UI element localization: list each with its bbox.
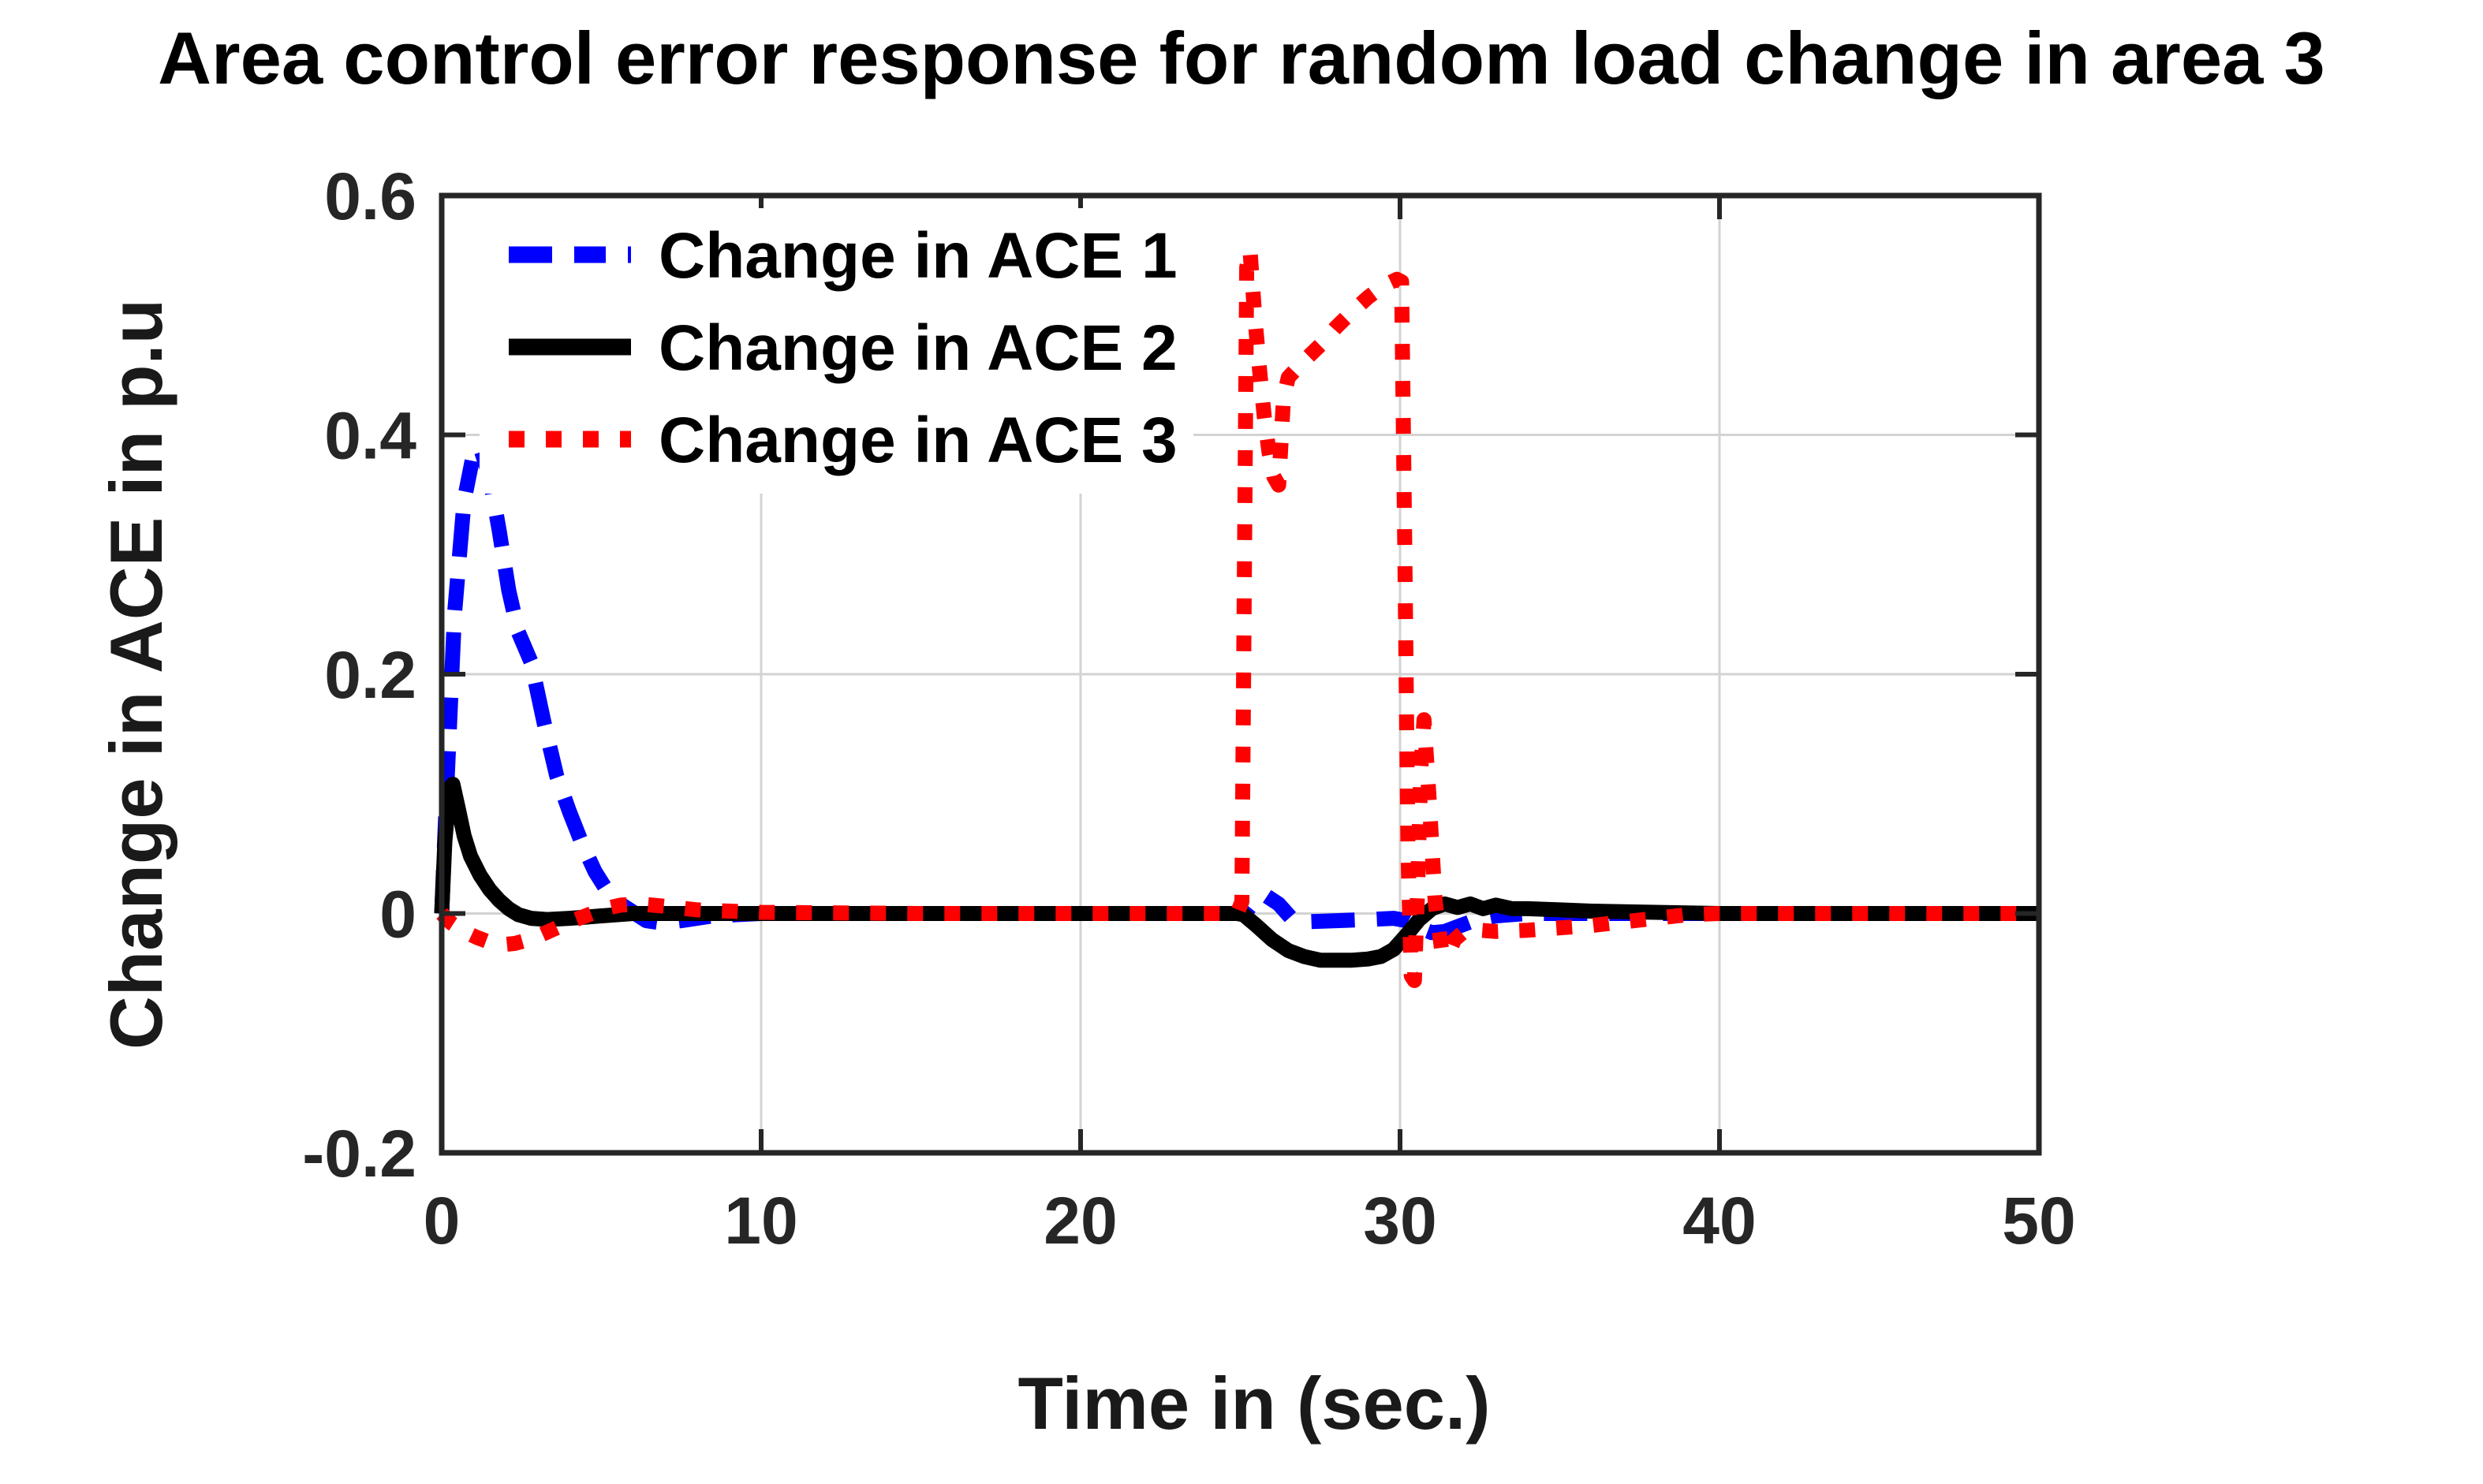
legend-label-ace-2: Change in ACE 2 [659,312,1178,384]
x-tick-label: 20 [1044,1184,1117,1258]
x-axis-label: Time in (sec.) [1017,1362,1490,1445]
x-tick-label: 50 [2002,1184,2075,1258]
y-tick-label: 0.4 [324,399,416,473]
x-tick-label: 10 [724,1184,797,1258]
axes-box-and-ticks [439,192,2042,1156]
x-tick-label: 40 [1682,1184,1756,1258]
x-tick-label: 0 [424,1184,461,1258]
series-line-ace-3 [436,241,2039,988]
legend: Change in ACE 1 Change in ACE 2 Change in … [480,208,1193,494]
legend-label-ace-1: Change in ACE 1 [659,220,1178,292]
series-line-ace-2 [434,777,2039,968]
y-tick-label: -0.2 [302,1117,416,1191]
legend-label-ace-3: Change in ACE 3 [659,405,1178,476]
y-tick-label: 0.6 [324,159,416,233]
y-axis-label: Change in ACE in p.u [95,299,177,1050]
chart-title: Area control error response for random l… [158,17,2325,99]
tick-labels: 0 10 20 30 40 50-0.200.20.40.6 [302,159,2075,1258]
y-tick-label: 0.2 [324,638,416,712]
data-curves [434,241,2039,988]
y-tick-label: 0 [379,878,416,952]
x-tick-label: 30 [1363,1184,1436,1258]
